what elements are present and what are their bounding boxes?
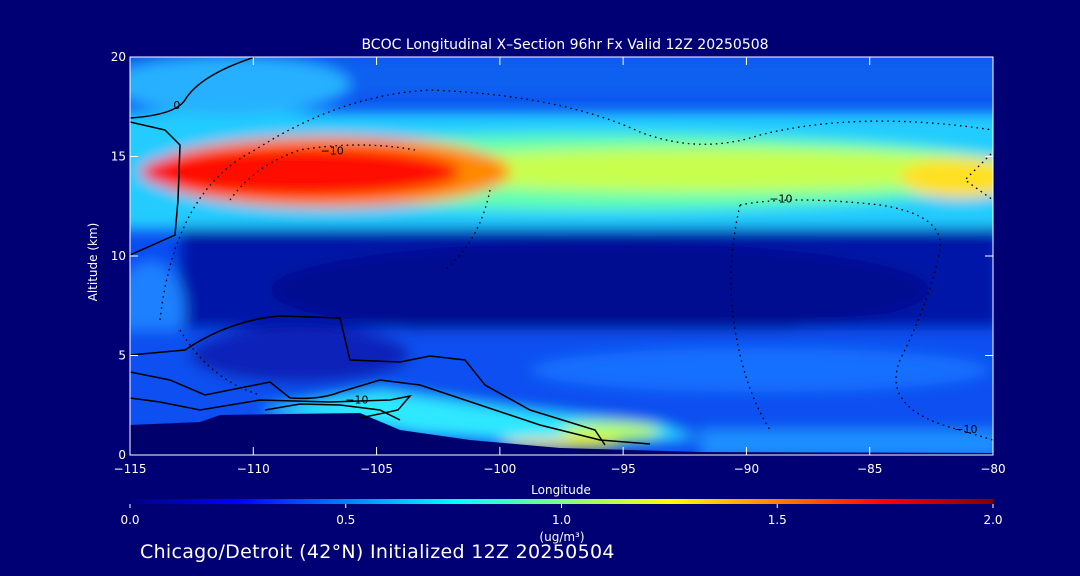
terrain <box>130 413 993 455</box>
contour-label: −10 <box>321 145 344 158</box>
chart-title: BCOC Longitudinal X–Section 96hr Fx Vali… <box>361 37 768 53</box>
contour-label: −10 <box>954 423 977 436</box>
plot-area: 0 −10 −10 −10 −10 <box>130 57 993 455</box>
x-axis-label: Longitude <box>531 483 591 497</box>
x-axis-ticks: −115 −110 −105 −100 −95 −90 −85 −80 <box>114 57 1006 476</box>
x-tick-label: −95 <box>610 462 635 476</box>
colorbar-tick-label: 1.5 <box>768 513 787 527</box>
colorbar-tick-label: 2.0 <box>983 513 1002 527</box>
colorbar-tick-label: 1.0 <box>552 513 571 527</box>
x-tick-label: −85 <box>857 462 882 476</box>
y-tick-label: 5 <box>118 349 126 363</box>
y-tick-label: 15 <box>111 150 126 164</box>
footer-caption: Chicago/Detroit (42°N) Initialized 12Z 2… <box>140 541 615 563</box>
x-tick-label: −90 <box>734 462 759 476</box>
contour-labels: 0 −10 −10 −10 −10 <box>173 99 977 436</box>
x-tick-label: −115 <box>114 462 147 476</box>
x-tick-label: −105 <box>360 462 393 476</box>
colorbar-ticks: 0.0 0.5 1.0 1.5 2.0 <box>120 504 1003 527</box>
contour-label: 0 <box>173 99 180 112</box>
y-axis-label: Altitude (km) <box>86 223 100 302</box>
colorbar <box>130 499 993 504</box>
colorbar-tick-label: 0.0 <box>120 513 139 527</box>
y-tick-label: 20 <box>111 50 126 64</box>
colorbar-tick-label: 0.5 <box>336 513 355 527</box>
contour-label: −10 <box>345 393 368 406</box>
contour-label: −10 <box>769 192 792 205</box>
y-axis-ticks: 0 5 10 15 20 <box>111 50 993 462</box>
y-tick-label: 0 <box>118 448 126 462</box>
x-tick-label: −110 <box>237 462 270 476</box>
colorbar-label: (ug/m³) <box>539 530 584 544</box>
x-tick-label: −100 <box>483 462 516 476</box>
y-tick-label: 10 <box>111 249 126 263</box>
x-tick-label: −80 <box>980 462 1005 476</box>
